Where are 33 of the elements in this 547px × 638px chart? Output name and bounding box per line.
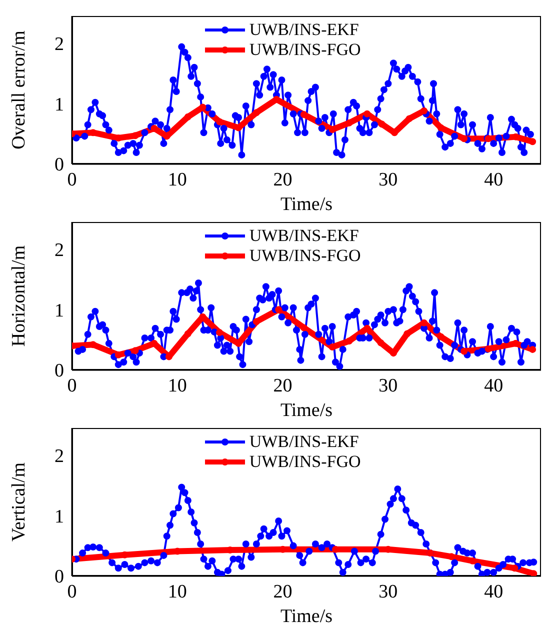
x-tick-label: 30 — [378, 169, 398, 190]
x-tick-label: 10 — [168, 581, 187, 602]
y-tick-label: 2 — [54, 446, 64, 467]
y-axis-title: Overall error/m — [8, 30, 30, 150]
legend-label: UWB/INS-FGO — [249, 40, 361, 60]
y-tick-label: 2 — [54, 240, 64, 261]
x-tick-label: 40 — [484, 581, 504, 602]
x-tick-label: 40 — [484, 375, 504, 396]
legend-label: UWB/INS-FGO — [249, 452, 361, 472]
x-tick-label: 30 — [378, 581, 398, 602]
y-tick-label: 2 — [54, 34, 64, 55]
y-tick-label: 1 — [54, 300, 64, 322]
x-tick-label: 20 — [273, 581, 292, 602]
x-tick-label: 20 — [273, 169, 292, 190]
y-tick-label: 0 — [54, 566, 64, 588]
x-tick-label: 10 — [168, 169, 187, 190]
y-tick-label: 1 — [54, 94, 64, 116]
y-tick-label: 1 — [54, 506, 64, 528]
y-tick-label: 0 — [54, 360, 64, 382]
x-axis-title: Time/s — [280, 194, 333, 215]
x-tick-label: 40 — [484, 169, 504, 190]
y-axis-title: Vertical/m — [8, 462, 30, 542]
legend-label: UWB/INS-EKF — [249, 432, 359, 452]
x-tick-label: 10 — [168, 375, 187, 396]
x-axis-title: Time/s — [280, 400, 333, 421]
y-axis-title: Horizontal/m — [8, 245, 30, 347]
legend-label: UWB/INS-FGO — [249, 246, 361, 266]
x-axis-title: Time/s — [280, 606, 333, 627]
legend-label: UWB/INS-EKF — [249, 226, 359, 246]
x-tick-label: 20 — [273, 375, 292, 396]
y-tick-label: 0 — [54, 154, 64, 176]
x-tick-label: 30 — [378, 375, 398, 396]
legend-label: UWB/INS-EKF — [249, 20, 359, 40]
